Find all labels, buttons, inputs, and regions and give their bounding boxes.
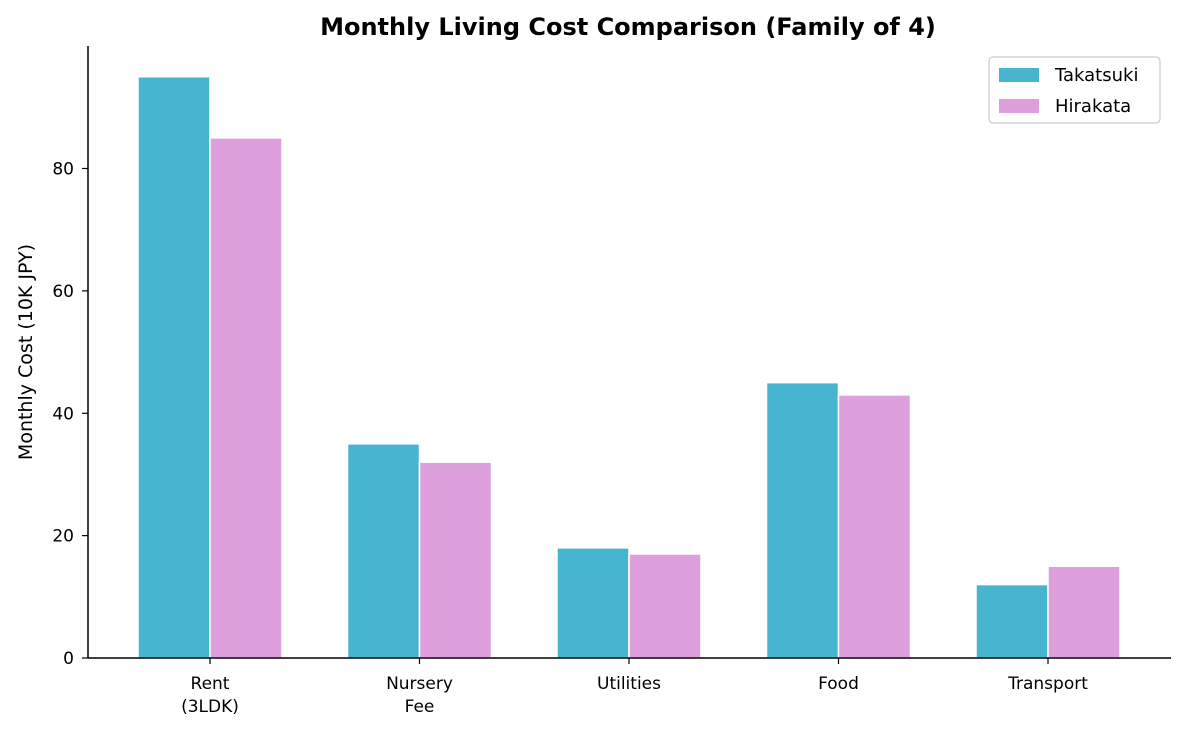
x-tick-label-line: (3LDK) bbox=[181, 697, 239, 717]
x-tick-label-1: Nursery Fee bbox=[386, 674, 453, 717]
y-tick-label-80: 80 bbox=[52, 160, 74, 180]
x-tick-label-4: Transport bbox=[1007, 674, 1088, 694]
y-tick-label-60: 60 bbox=[52, 282, 74, 302]
legend-swatch-hirakata bbox=[999, 99, 1039, 113]
legend: Takatsuki Hirakata bbox=[988, 56, 1161, 124]
x-tick-label-line: Transport bbox=[1007, 674, 1088, 694]
bar-takatsuki-4 bbox=[975, 583, 1049, 659]
x-tick-label-line: Rent bbox=[191, 674, 230, 694]
bar-hirakata-4 bbox=[1047, 565, 1121, 659]
bar-hirakata-1 bbox=[418, 461, 493, 659]
x-tick-label-line: Fee bbox=[405, 697, 435, 717]
legend-label-hirakata: Hirakata bbox=[1055, 96, 1131, 117]
bar-hirakata-0 bbox=[209, 137, 283, 659]
bar-takatsuki-3 bbox=[765, 381, 840, 659]
y-tick-label-20: 20 bbox=[52, 527, 74, 547]
x-tick-label-3: Food bbox=[818, 674, 859, 694]
bar-hirakata-3 bbox=[837, 394, 912, 659]
x-tick-label-line: Nursery bbox=[386, 674, 453, 694]
legend-swatch-takatsuki bbox=[999, 68, 1039, 82]
x-tick-label-line: Utilities bbox=[597, 674, 661, 694]
x-tick-label-line: Food bbox=[818, 674, 859, 694]
bar-takatsuki-0 bbox=[137, 75, 211, 659]
y-tick-label-0: 0 bbox=[63, 649, 74, 669]
x-tick-label-2: Utilities bbox=[597, 674, 661, 694]
bar-hirakata-2 bbox=[628, 553, 702, 659]
plot-area: 0 20 40 60 80 Rent (3LDK) Nursery Fee Utilities Fo… bbox=[52, 46, 1171, 717]
bar-takatsuki-2 bbox=[556, 547, 630, 659]
legend-label-takatsuki: Takatsuki bbox=[1054, 65, 1138, 86]
bar-takatsuki-1 bbox=[346, 443, 421, 659]
y-axis-label: Monthly Cost (10K JPY) bbox=[15, 244, 37, 460]
x-tick-label-0: Rent (3LDK) bbox=[181, 674, 239, 717]
y-tick-label-40: 40 bbox=[52, 404, 74, 424]
chart-title: Monthly Living Cost Comparison (Family o… bbox=[320, 13, 936, 41]
